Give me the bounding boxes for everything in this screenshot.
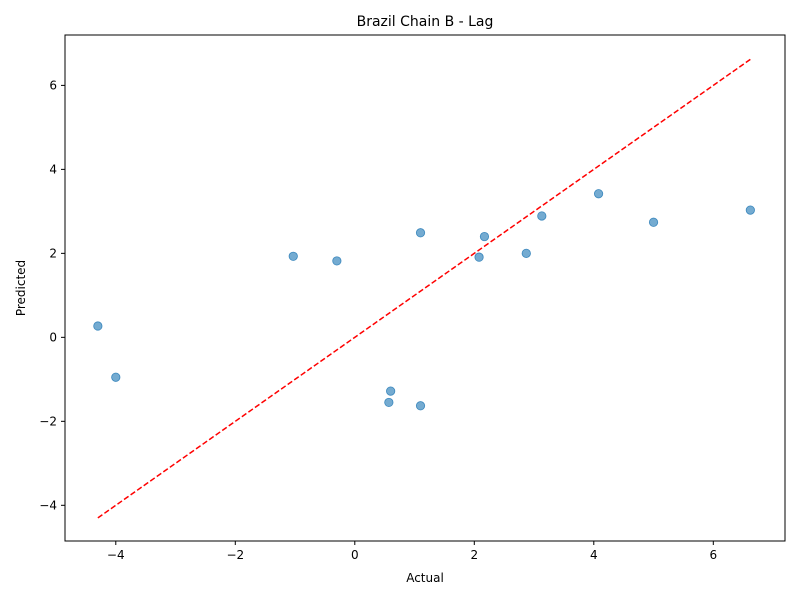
data-point [593,189,604,199]
data-point [415,228,426,238]
y-tick-label: 2 [49,246,57,260]
x-tick-label: 0 [351,548,359,562]
data-point [521,248,531,258]
axes-frame [64,34,786,542]
x-tick-label: −4 [107,548,125,562]
y-tick-label: −4 [39,498,57,512]
x-tick-label: 2 [470,548,478,562]
plot-area [93,58,755,519]
data-point [332,256,342,266]
y-tick-label: 6 [49,78,57,92]
x-axis-ticks: −4 −2 0 2 4 6 [107,541,717,562]
x-tick-label: 6 [709,548,717,562]
data-point [288,251,298,261]
y-axis-label: Predicted [14,260,28,316]
data-point [384,397,394,408]
x-tick-label: −2 [226,548,244,562]
data-point [474,252,484,262]
data-point [537,211,547,221]
data-point [479,231,490,242]
chart-title: Brazil Chain B - Lag [357,14,494,30]
x-tick-label: 4 [590,548,598,562]
data-point [415,401,426,411]
y-tick-label: 0 [49,330,57,344]
y-tick-label: −2 [39,414,57,428]
y-axis-ticks: −4 −2 0 2 4 6 [39,78,65,512]
data-point [386,386,396,396]
x-axis-label: Actual [406,571,444,585]
data-point [745,205,755,215]
y-tick-label: 4 [49,162,57,176]
data-point [93,321,103,331]
reference-line [97,58,751,519]
data-point [111,372,121,382]
data-point [648,217,659,227]
